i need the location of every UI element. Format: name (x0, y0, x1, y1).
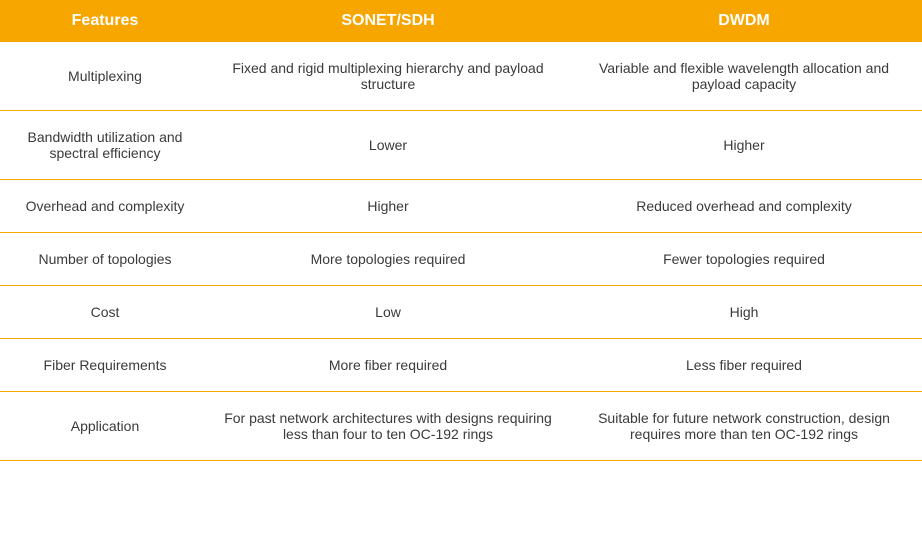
cell-feature: Application (0, 392, 210, 461)
comparison-table: Features SONET/SDH DWDM Multiplexing Fix… (0, 0, 922, 461)
cell-dwdm: Reduced overhead and complexity (566, 180, 922, 233)
cell-sonet: Fixed and rigid multiplexing hierarchy a… (210, 42, 566, 111)
table-row: Bandwidth utilization and spectral effic… (0, 111, 922, 180)
cell-dwdm: Suitable for future network construction… (566, 392, 922, 461)
header-features: Features (0, 0, 210, 42)
cell-dwdm: High (566, 286, 922, 339)
cell-feature: Bandwidth utilization and spectral effic… (0, 111, 210, 180)
table-header: Features SONET/SDH DWDM (0, 0, 922, 42)
table-row: Overhead and complexity Higher Reduced o… (0, 180, 922, 233)
cell-sonet: More topologies required (210, 233, 566, 286)
cell-sonet: For past network architectures with desi… (210, 392, 566, 461)
table-row: Multiplexing Fixed and rigid multiplexin… (0, 42, 922, 111)
cell-dwdm: Variable and flexible wavelength allocat… (566, 42, 922, 111)
table-body: Multiplexing Fixed and rigid multiplexin… (0, 42, 922, 461)
cell-sonet: Higher (210, 180, 566, 233)
cell-feature: Cost (0, 286, 210, 339)
cell-sonet: Lower (210, 111, 566, 180)
cell-feature: Fiber Requirements (0, 339, 210, 392)
cell-feature: Overhead and complexity (0, 180, 210, 233)
cell-sonet: Low (210, 286, 566, 339)
table-row: Application For past network architectur… (0, 392, 922, 461)
table-row: Cost Low High (0, 286, 922, 339)
header-dwdm: DWDM (566, 0, 922, 42)
cell-sonet: More fiber required (210, 339, 566, 392)
cell-dwdm: Fewer topologies required (566, 233, 922, 286)
cell-feature: Multiplexing (0, 42, 210, 111)
table-row: Fiber Requirements More fiber required L… (0, 339, 922, 392)
cell-dwdm: Higher (566, 111, 922, 180)
table-row: Number of topologies More topologies req… (0, 233, 922, 286)
header-row: Features SONET/SDH DWDM (0, 0, 922, 42)
cell-dwdm: Less fiber required (566, 339, 922, 392)
header-sonet: SONET/SDH (210, 0, 566, 42)
cell-feature: Number of topologies (0, 233, 210, 286)
